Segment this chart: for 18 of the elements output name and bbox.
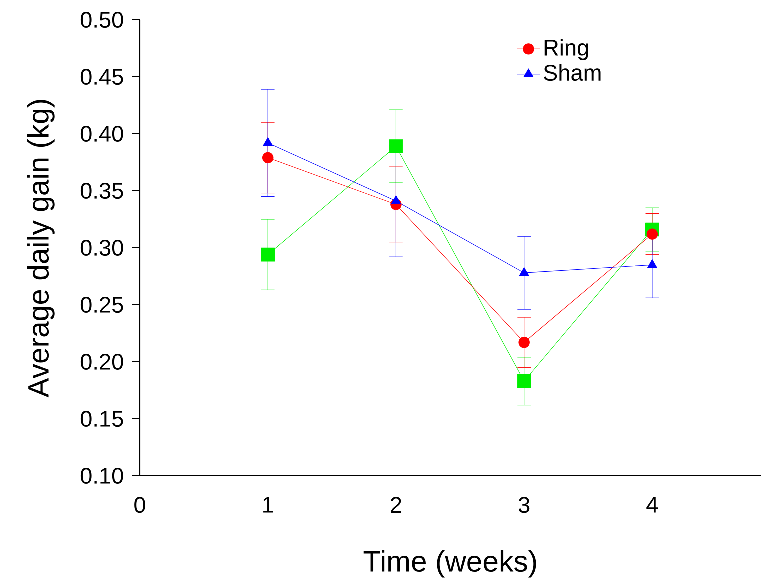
y-tick-label: 0.10 bbox=[80, 468, 124, 484]
y-tick-label: 0.50 bbox=[80, 12, 124, 28]
x-axis-title: Time (weeks) bbox=[364, 550, 536, 578]
legend-label: Ring bbox=[544, 39, 588, 60]
y-tick-label: 0.35 bbox=[80, 182, 124, 200]
y-axis-title: Average daily gain (kg) bbox=[27, 100, 55, 398]
x-tick-label: 1 bbox=[264, 497, 274, 513]
y-tick-label: 0.20 bbox=[80, 354, 124, 370]
y-tick-label: 0.30 bbox=[80, 240, 124, 256]
y-tick-label: 0.45 bbox=[80, 68, 124, 86]
x-tick-label: 3 bbox=[518, 497, 530, 514]
legend-label: Sham bbox=[544, 64, 601, 82]
x-tick-label: 4 bbox=[646, 497, 658, 513]
y-tick-label: 0.25 bbox=[80, 296, 124, 314]
y-tick-label: 0.40 bbox=[80, 126, 124, 142]
x-tick-label: 0 bbox=[134, 497, 146, 514]
y-tick-label: 0.15 bbox=[80, 410, 124, 428]
x-tick-label: 2 bbox=[391, 497, 402, 513]
